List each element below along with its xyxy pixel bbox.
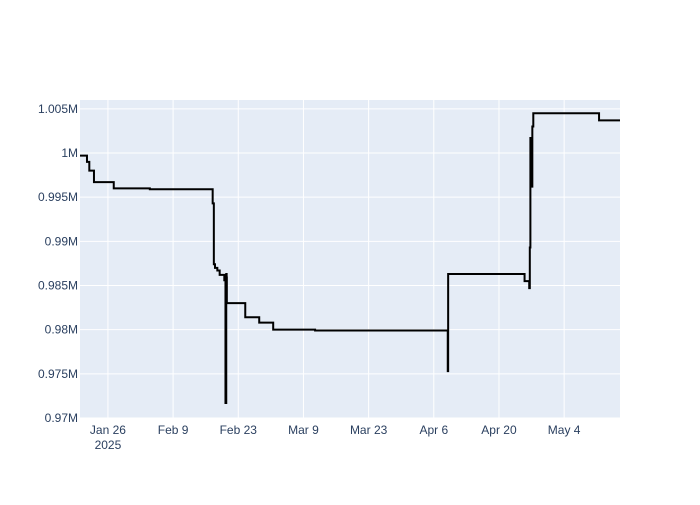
x-tick-label: Feb 9 [158, 423, 189, 437]
y-tick-label: 0.985M [38, 279, 78, 293]
plot-background [80, 100, 620, 418]
y-tick-label: 1.005M [38, 102, 78, 116]
y-tick-label: 0.975M [38, 367, 78, 381]
series-line [80, 112, 620, 404]
y-tick-label: 1M [61, 146, 78, 160]
x-tick-label: May 4 [548, 423, 581, 437]
x-tick-label: Jan 26 [90, 423, 126, 437]
y-tick-label: 0.97M [45, 411, 78, 425]
y-tick-label: 0.995M [38, 190, 78, 204]
x-tick-label: Mar 9 [288, 423, 319, 437]
y-tick-label: 0.99M [45, 234, 78, 248]
x-tick-sublabel: 2025 [95, 438, 122, 452]
series-layer [80, 112, 620, 404]
x-tick-label: Mar 23 [350, 423, 388, 437]
y-axis-ticks: 0.97M 0.975M 0.98M 0.985M 0.99M 0.995M 1M 1.005… [38, 102, 78, 425]
y-tick-label: 0.98M [45, 323, 78, 337]
x-tick-label: Feb 23 [220, 423, 258, 437]
x-tick-label: Apr 6 [419, 423, 448, 437]
x-tick-label: Apr 20 [481, 423, 517, 437]
